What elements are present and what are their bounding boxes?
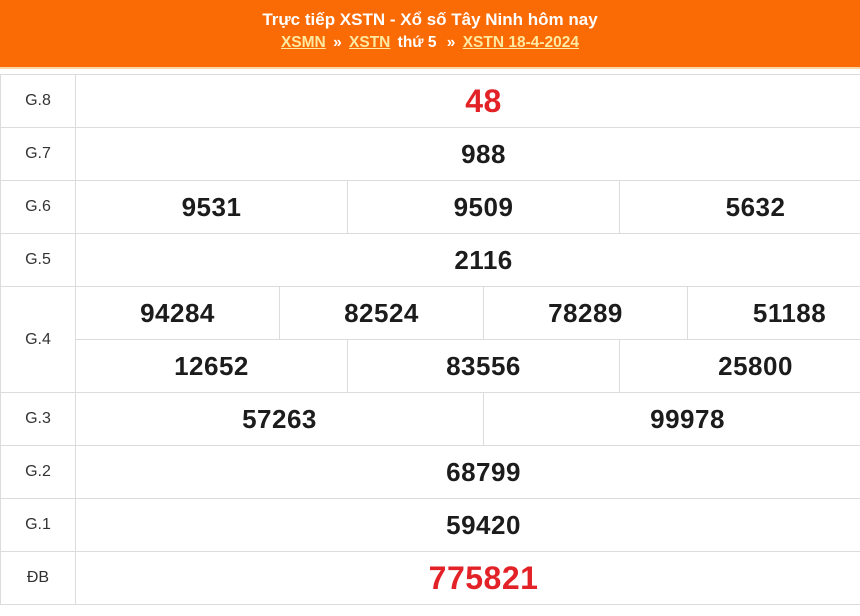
lottery-results-table: G.8 48 G.7 988 G.6 9531 9509 5632 G.5 21…: [0, 74, 860, 605]
prize-row-g1: G.1 59420: [0, 498, 860, 552]
breadcrumb: XSMN » XSTN thứ 5 » XSTN 18-4-2024: [0, 33, 860, 53]
prize-number-g3-1: 57263: [75, 392, 484, 446]
prize-row-g7: G.7 988: [0, 127, 860, 181]
prize-row-db: ĐB 775821: [0, 551, 860, 605]
prize-number-g4-6: 83556: [347, 339, 620, 393]
prize-row-g3: G.3 57263 99978: [0, 392, 860, 446]
page-title: Trực tiếp XSTN - Xổ số Tây Ninh hôm nay: [262, 10, 598, 29]
breadcrumb-separator: »: [446, 34, 456, 51]
prize-number-g4-2: 82524: [279, 286, 484, 340]
prize-label-g3: G.3: [0, 392, 76, 446]
prize-label-g7: G.7: [0, 127, 76, 181]
breadcrumb-link-xstn-date[interactable]: XSTN 18-4-2024: [462, 34, 580, 51]
prize-number-g7: 988: [74, 127, 860, 181]
prize-row-g2: G.2 68799: [0, 445, 860, 499]
prize-label-g2: G.2: [0, 445, 76, 499]
prize-label-g5: G.5: [0, 233, 76, 287]
breadcrumb-link-xstn[interactable]: XSTN: [349, 34, 391, 51]
page-header: Trực tiếp XSTN - Xổ số Tây Ninh hôm nay …: [0, 0, 860, 69]
prize-number-g4-1: 94284: [75, 286, 280, 340]
prize-label-g8: G.8: [0, 74, 76, 128]
prize-label-db: ĐB: [0, 551, 76, 605]
prize-number-g3-2: 99978: [482, 392, 860, 446]
prize-number-g4-5: 12652: [75, 339, 348, 393]
prize-number-g4-4: 51188: [686, 286, 860, 340]
prize-row-g8: G.8 48: [0, 74, 860, 128]
breadcrumb-weekday: thứ 5: [397, 34, 437, 51]
prize-row-g6: G.6 9531 9509 5632: [0, 180, 860, 234]
prize-number-g6-1: 9531: [75, 180, 348, 234]
prize-row-g4-line2: 12652 83556 25800: [1, 339, 860, 393]
prize-row-g4-line1: G.4 94284 82524 78289 51188: [0, 286, 860, 393]
prize-number-g4-7: 25800: [618, 339, 860, 393]
prize-label-g6: G.6: [0, 180, 76, 234]
results-table-wrap: G.8 48 G.7 988 G.6 9531 9509 5632 G.5 21…: [0, 74, 860, 605]
prize-number-g6-2: 9509: [347, 180, 620, 234]
breadcrumb-separator: »: [333, 34, 342, 51]
prize-number-db: 775821: [74, 551, 860, 605]
prize-number-g4-3: 78289: [483, 286, 688, 340]
prize-number-g8: 48: [74, 74, 860, 128]
prize-label-g4: G.4: [0, 286, 76, 393]
prize-number-g1: 59420: [74, 498, 860, 552]
breadcrumb-link-xsmn[interactable]: XSMN: [280, 34, 326, 51]
prize-label-g1: G.1: [0, 498, 76, 552]
prize-number-g2: 68799: [74, 445, 860, 499]
prize-number-g5: 2116: [74, 233, 860, 287]
prize-number-g6-3: 5632: [618, 180, 860, 234]
prize-row-g5: G.5 2116: [0, 233, 860, 287]
